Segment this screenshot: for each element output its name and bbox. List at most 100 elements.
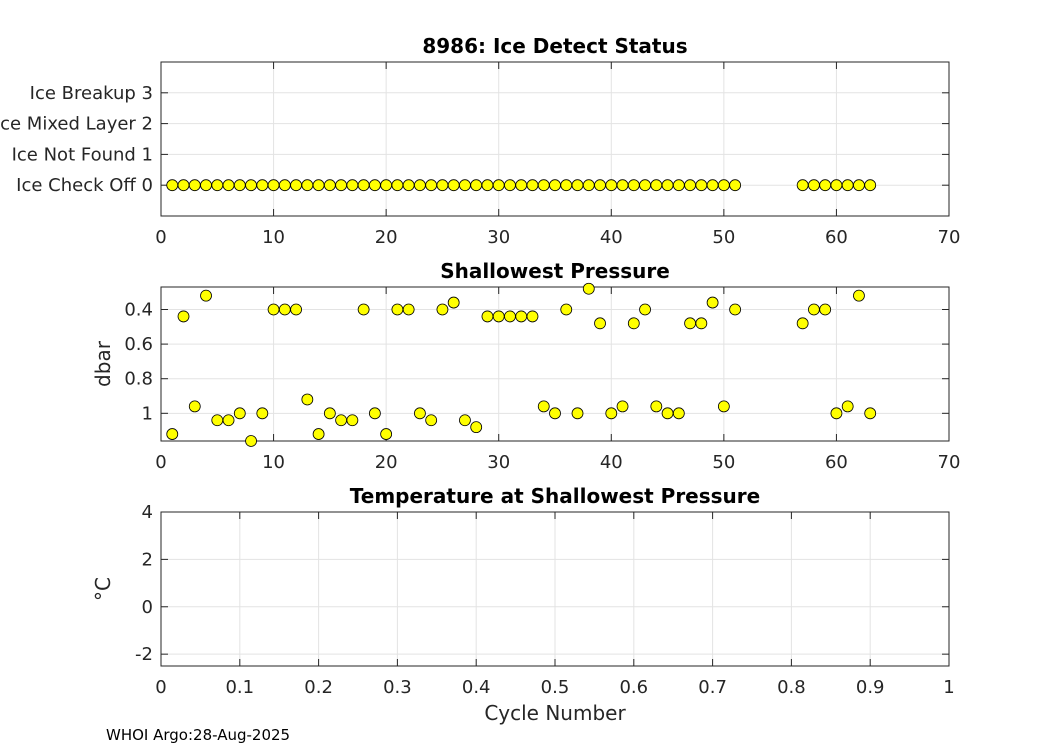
data-point [414,179,426,192]
data-point [515,310,528,323]
data-point [188,179,201,192]
data-point [267,303,280,316]
data-point [537,179,550,192]
data-point [605,407,618,420]
data-point [222,179,235,192]
data-point [684,317,696,330]
data-point [459,179,471,192]
x-tick-label: 0 [155,452,166,473]
data-point [695,179,708,192]
x-tick-label: 0.5 [541,677,570,698]
data-point [380,428,393,440]
data-point [368,179,381,192]
data-point [323,407,336,420]
data-point [481,310,494,323]
x-tick-label: 0.3 [383,677,412,698]
data-point [706,179,719,192]
data-point [301,393,314,406]
x-tick-label: 40 [600,452,623,473]
x-tick-label: 0.4 [462,677,491,698]
x-tick-label: 0.7 [698,677,727,698]
data-point [853,289,865,302]
data-point [245,179,257,192]
y-tick-label: -2 [135,644,153,665]
data-point [639,303,651,316]
data-point [391,303,404,316]
data-point [684,179,696,192]
chart-title-8986-ice-detect-status: 8986: Ice Detect Status [422,34,687,58]
chart-title-shallowest-pressure: Shallowest Pressure [440,259,670,283]
data-point [841,179,854,192]
data-point [594,179,606,192]
x-tick-label: 50 [712,452,735,473]
data-point [211,179,224,192]
data-point [526,310,539,323]
data-point [582,179,595,192]
data-point [515,179,528,192]
x-tick-label: 0.8 [777,677,806,698]
data-point [256,407,269,420]
data-point [650,179,663,192]
data-point [627,317,640,330]
y-axis-label: °C [91,577,115,601]
data-point [706,296,719,309]
data-point [188,400,201,413]
data-point [177,310,190,323]
x-tick-label: 20 [375,452,398,473]
data-point [796,179,809,192]
y-tick-label: Ice Breakup 3 [30,83,153,104]
chart-title-temperature-at-shallowest-pressure: Temperature at Shallowest Pressure [350,484,760,508]
y-tick-label: Ice Not Found 1 [12,144,153,165]
y-tick-label: 1 [142,403,153,424]
data-point [380,179,393,192]
data-point [312,179,325,192]
data-point [346,179,359,192]
data-point [504,179,516,192]
data-point [830,179,843,192]
data-point [425,414,438,427]
data-point [425,179,438,192]
data-point [346,414,359,427]
data-point [245,435,257,447]
x-tick-label: 0.9 [856,677,885,698]
chart-panel-1: 0 10 20 30 40 50 60 70 Ice Check Off 0 Ice Not Fo… [0,34,960,248]
data-point [582,282,595,295]
data-point [256,179,269,192]
y-axis-label: dbar [91,340,115,387]
x-tick-label: 30 [487,227,510,248]
axes-box [160,61,950,217]
data-point [819,179,832,192]
data-point [492,179,505,192]
data-point [650,400,663,413]
data-point [459,414,471,427]
data-point [639,179,651,192]
x-tick-label: 0.6 [619,677,648,698]
data-point [695,317,708,330]
data-point [571,179,584,192]
data-point [200,179,212,192]
data-point [368,407,381,420]
data-point [819,303,832,316]
data-point [504,310,516,323]
data-point [335,179,348,192]
x-tick-label: 30 [487,452,510,473]
y-tick-label: 0 [142,597,153,618]
data-point [841,400,854,413]
data-point [391,179,404,192]
x-tick-label: 40 [600,227,623,248]
chart-panel-3: 0 0.1 0.2 0.3 0.4 0.5 0.6 0.7 0.8 0.9 1-2024Temper… [91,484,955,725]
data-point [571,407,584,420]
data-point [864,407,877,420]
data-point [414,407,426,420]
data-point [661,179,674,192]
x-tick-label: 60 [825,452,848,473]
data-point [492,310,505,323]
x-tick-label: 0 [155,227,166,248]
data-point [796,317,809,330]
data-point [402,179,415,192]
axes-box [160,286,950,442]
data-point [808,303,820,316]
chart-panel-2: 0 10 20 30 40 50 60 70 0.4 0.6 0.8 1 Shallowest Pres… [91,259,960,473]
data-point [560,179,573,192]
